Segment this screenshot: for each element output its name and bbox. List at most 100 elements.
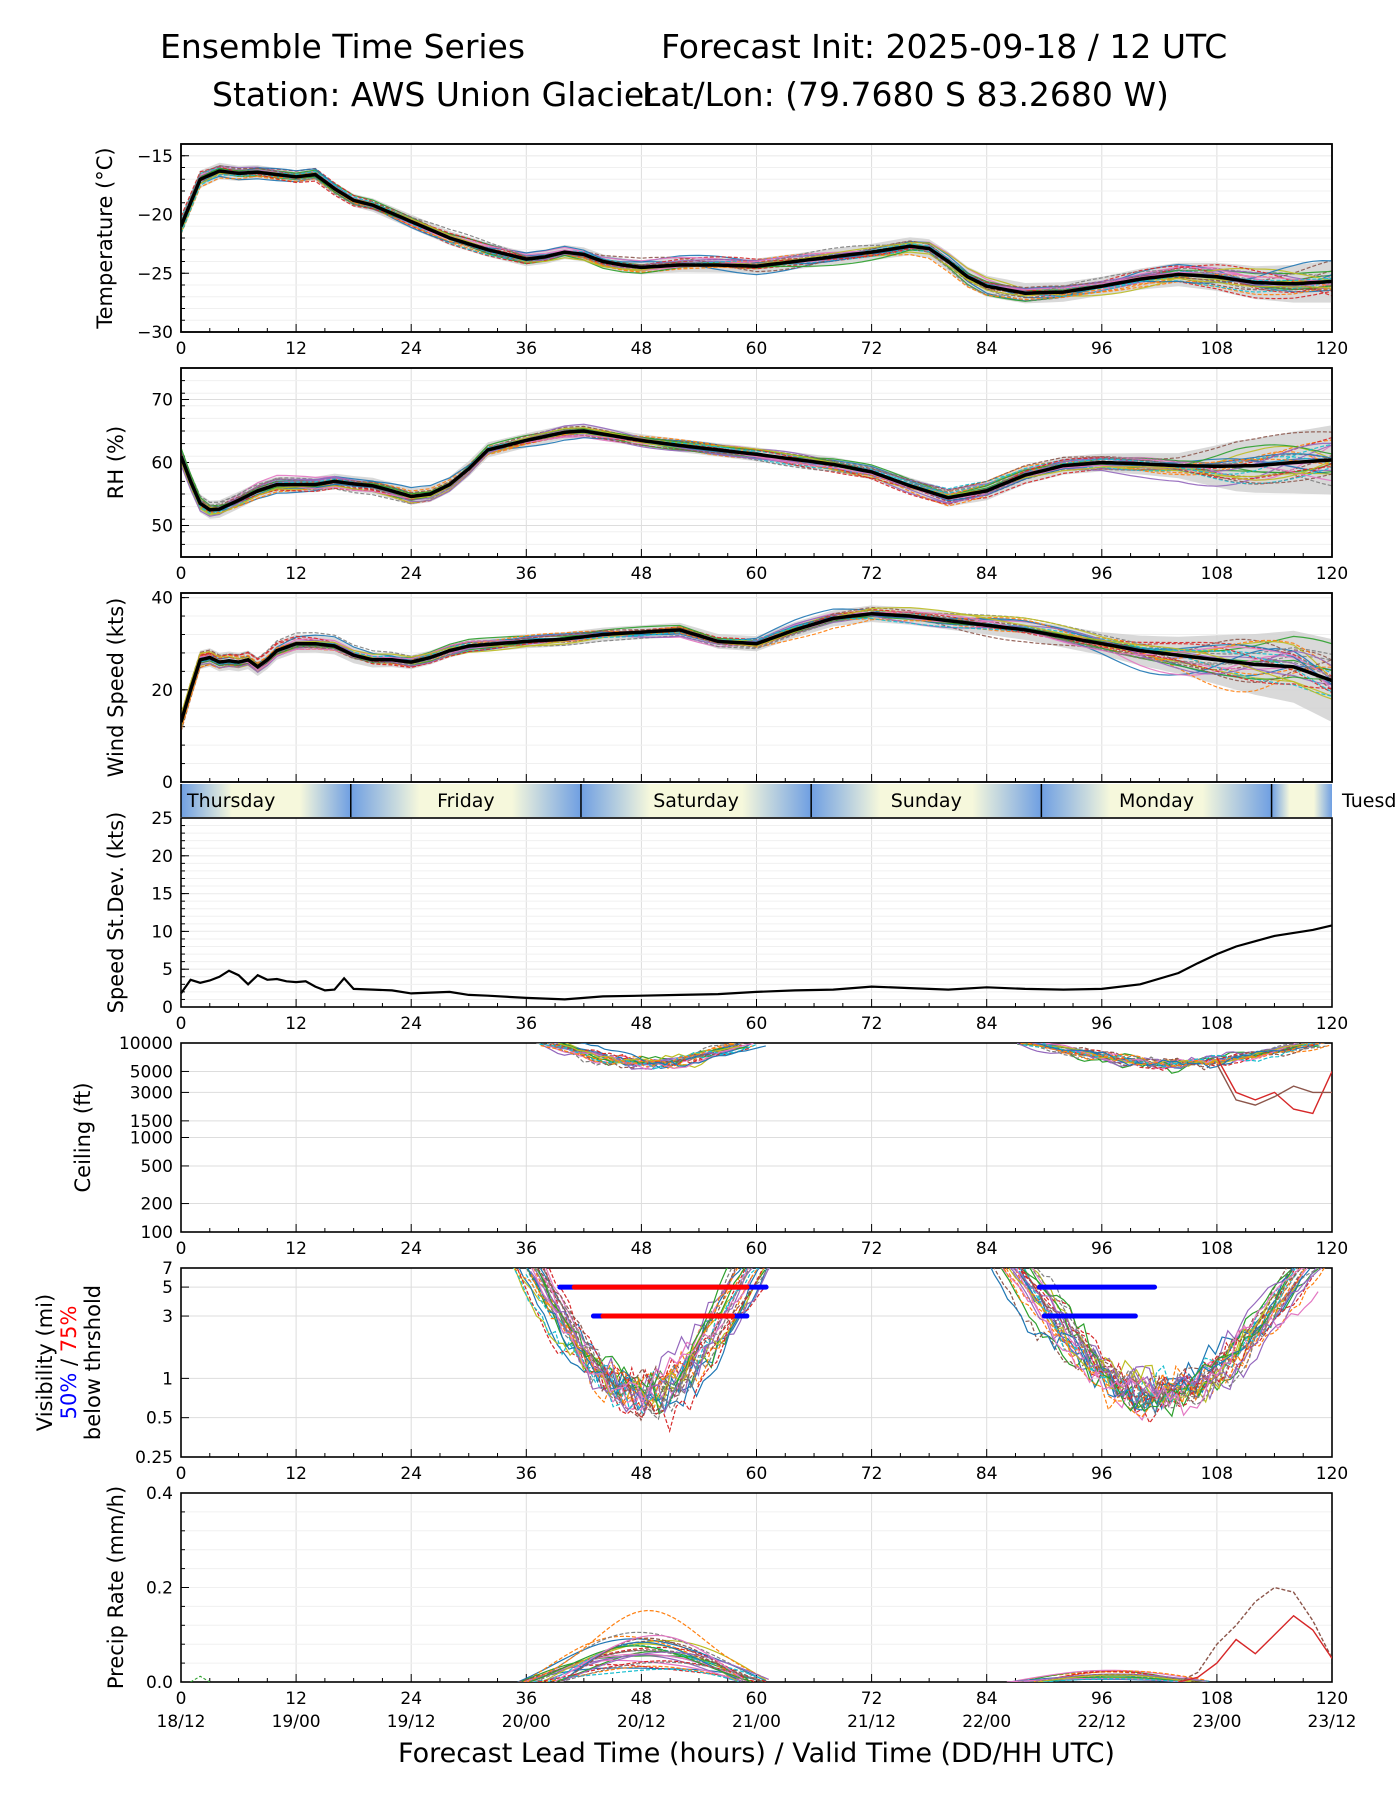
vis-member-line (1031, 1268, 1306, 1416)
x-tick-label: 60 (746, 564, 768, 584)
vis-member-line (537, 1268, 753, 1418)
x-axis-label: Forecast Lead Time (hours) / Valid Time … (398, 1738, 1115, 1769)
vis-member-line (530, 1268, 753, 1415)
x-tick-label: 60 (746, 1689, 768, 1709)
precip-plot (190, 1586, 1332, 1682)
x-tick-label: 48 (631, 339, 653, 359)
x-tick-label: 96 (1091, 339, 1113, 359)
y-tick-label: −25 (137, 264, 173, 284)
y-axis-label-text: RH (%) (104, 426, 128, 499)
x-tick-label: 96 (1091, 1014, 1113, 1034)
y-axis-label-text: Visibility (mi) (33, 1294, 57, 1431)
vis-member-line (541, 1268, 750, 1421)
valid-time-label: 18/12 (157, 1712, 206, 1732)
x-tick-label: 0 (176, 1239, 187, 1259)
ceiling-member-line (536, 1043, 738, 1066)
x-tick-label: 60 (746, 1464, 768, 1484)
y-tick-label: 70 (151, 391, 173, 411)
x-tick-label: 0 (176, 1464, 187, 1484)
chart-title-init: Forecast Init: 2025-09-18 / 12 UTC (661, 27, 1228, 66)
x-tick-label: 60 (746, 339, 768, 359)
y-tick-label: 200 (141, 1195, 173, 1215)
y-tick-label: 20 (151, 847, 173, 867)
vis-member-line (1012, 1268, 1296, 1398)
y-axis-label: Temperature (°C) (93, 147, 117, 329)
ceiling-member-line (539, 1043, 748, 1070)
y-tick-label: 0 (162, 998, 173, 1018)
y-axis-label-part: below thrshold (81, 1285, 105, 1440)
precip-member-line (532, 1668, 741, 1682)
x-tick-label: 84 (976, 1464, 998, 1484)
ceiling-member-line (545, 1043, 754, 1071)
vis-member-line (537, 1268, 729, 1415)
x-tick-label: 108 (1201, 1239, 1233, 1259)
y-axis-label-text: 50% / 75% (57, 1306, 81, 1420)
y-axis-label-text: below thrshold (81, 1285, 105, 1440)
sd-line (180, 924, 1333, 1001)
x-tick-label: 96 (1091, 1464, 1113, 1484)
y-axis-label-part: 50% (57, 1373, 81, 1420)
ceiling-member-line (1035, 1043, 1318, 1069)
y-axis-label-part: Ceiling (ft) (71, 1082, 95, 1192)
temp-mean-line (181, 169, 1332, 295)
vis-member-line (1032, 1268, 1319, 1410)
valid-time-label: 22/12 (1077, 1712, 1126, 1732)
valid-time-label: 20/00 (502, 1712, 551, 1732)
x-tick-label: 108 (1201, 564, 1233, 584)
x-tick-label: 48 (631, 564, 653, 584)
y-tick-label: 0.25 (135, 1448, 173, 1468)
y-axis-label-part: Visibility (mi) (33, 1294, 57, 1431)
rh-mean-line (181, 429, 1332, 512)
vis-member-line (535, 1268, 766, 1401)
day-band (1041, 784, 1272, 817)
x-tick-label: 72 (861, 1464, 883, 1484)
day-band (580, 784, 812, 817)
ceiling-member-line (1021, 1043, 1310, 1069)
y-tick-label: 15 (151, 885, 173, 905)
ceiling-ref-line (1216, 1057, 1332, 1115)
temp-member-line (181, 167, 1332, 295)
valid-time-label: 23/00 (1192, 1712, 1241, 1732)
vis-member-line (1015, 1268, 1305, 1417)
vis-member-line (548, 1268, 764, 1434)
x-tick-label: 48 (631, 1689, 653, 1709)
x-tick-label: 12 (285, 1239, 307, 1259)
precip-member-line (554, 1634, 743, 1682)
precip-member-line (529, 1645, 752, 1682)
precip-member-line (526, 1609, 769, 1682)
wind-member-line (181, 612, 1332, 718)
x-tick-label: 0 (176, 339, 187, 359)
day-label: Sunday (891, 790, 962, 812)
x-tick-label: 0 (176, 1689, 187, 1709)
ceiling-member-line (1022, 1043, 1325, 1068)
vis-member-line (1023, 1268, 1296, 1414)
y-tick-label: 3 (162, 1307, 173, 1327)
x-tick-label: 84 (976, 564, 998, 584)
x-tick-label: 12 (285, 1464, 307, 1484)
y-axis-label-part: Speed St.Dev. (kts) (104, 812, 128, 1014)
ceiling-plot (536, 1043, 1332, 1115)
x-tick-label: 108 (1201, 1689, 1233, 1709)
x-tick-label: 36 (515, 1689, 537, 1709)
day-band (811, 784, 1042, 817)
y-tick-label: 0.4 (146, 1484, 173, 1504)
y-axis-label-text: Wind Speed (kts) (104, 598, 128, 778)
x-tick-label: 36 (515, 1464, 537, 1484)
x-tick-label: 84 (976, 1239, 998, 1259)
precip-member-line (1033, 1670, 1207, 1682)
y-tick-label: 5000 (130, 1062, 173, 1082)
day-label: Monday (1119, 790, 1194, 812)
y-axis-label: Visibility (mi) 50% / 75% below thrshold (33, 1285, 105, 1440)
y-tick-label: −20 (137, 206, 173, 226)
x-tick-label: 48 (631, 1464, 653, 1484)
y-tick-label: 10 (151, 922, 173, 942)
precip-ref-line (1178, 1614, 1332, 1682)
x-tick-label: 84 (976, 339, 998, 359)
x-tick-label: 72 (861, 1239, 883, 1259)
y-axis-label-part: Precip Rate (mm/h) (104, 1486, 128, 1689)
x-tick-label: 12 (285, 1689, 307, 1709)
y-axis-label-part: Wind Speed (kts) (104, 598, 128, 778)
y-axis-label-part: RH (%) (104, 426, 128, 499)
x-tick-label: 120 (1316, 1014, 1348, 1034)
y-tick-label: 5 (162, 1278, 173, 1298)
